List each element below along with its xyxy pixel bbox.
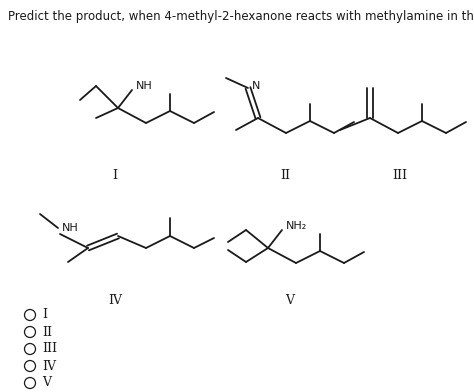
Text: I: I: [42, 309, 47, 321]
Text: IV: IV: [108, 294, 122, 307]
Text: III: III: [392, 169, 408, 181]
Text: N: N: [252, 81, 260, 91]
Text: Predict the product, when 4-methyl-2-hexanone reacts with methylamine in the pre: Predict the product, when 4-methyl-2-hex…: [8, 10, 474, 23]
Text: I: I: [112, 169, 118, 181]
Text: III: III: [42, 343, 57, 356]
Text: IV: IV: [42, 359, 56, 372]
Text: V: V: [42, 376, 51, 390]
Text: V: V: [285, 294, 294, 307]
Text: II: II: [42, 325, 52, 339]
Text: NH₂: NH₂: [286, 221, 307, 231]
Text: II: II: [280, 169, 290, 181]
Text: NH: NH: [62, 223, 79, 233]
Text: NH: NH: [136, 81, 153, 91]
